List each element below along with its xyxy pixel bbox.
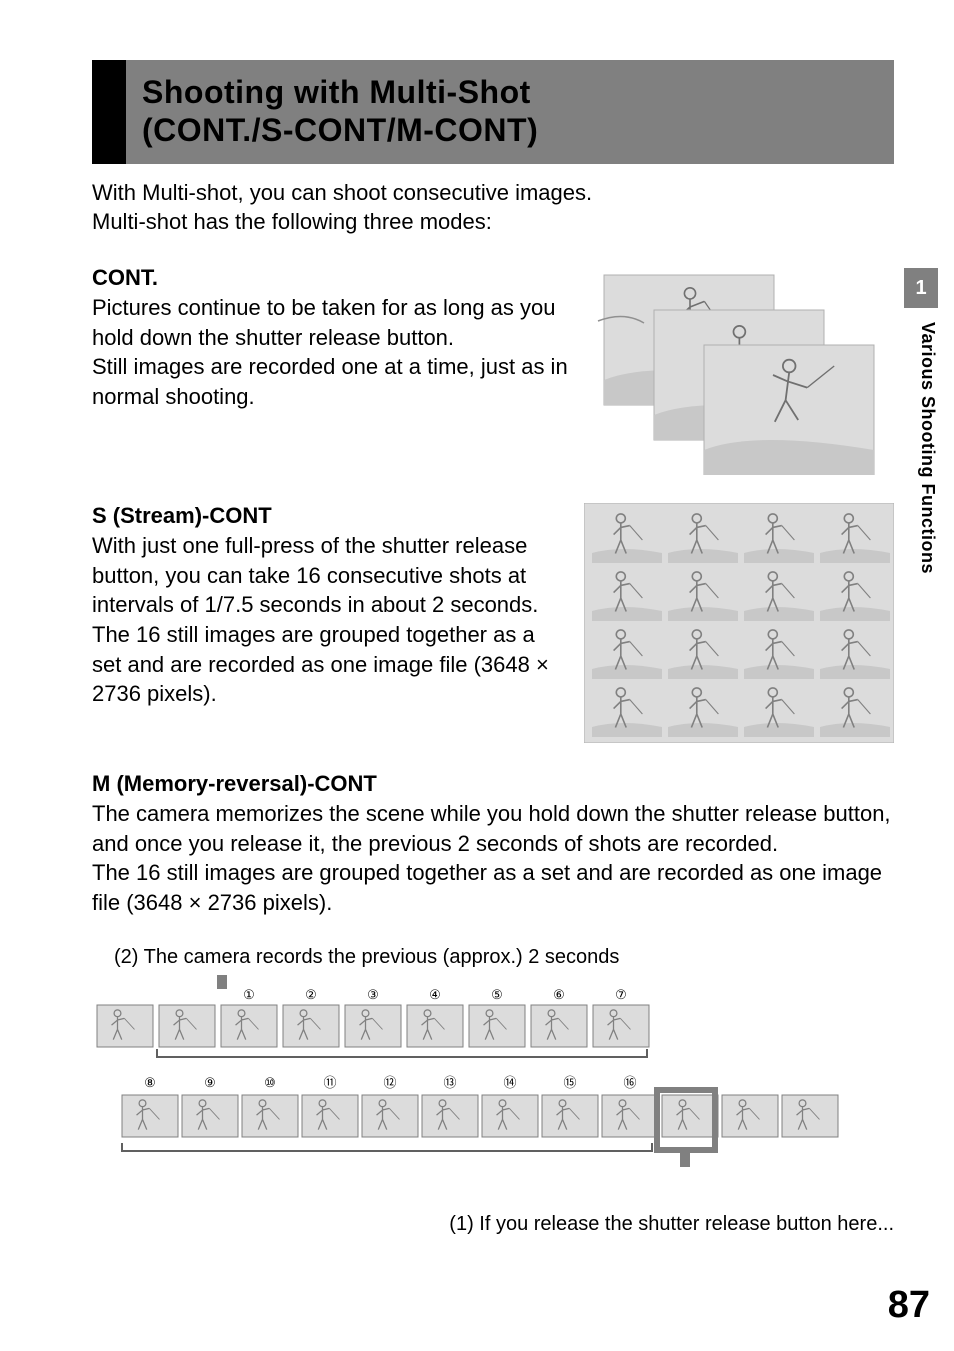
sidebar-label: Various Shooting Functions [904, 322, 938, 574]
svg-text:②: ② [305, 987, 317, 1002]
timeline-caption-top: (2) The camera records the previous (app… [114, 946, 894, 969]
svg-text:⑥: ⑥ [553, 987, 565, 1002]
sidebar: 1 Various Shooting Functions [904, 268, 938, 574]
title-line-1: Shooting with Multi-Shot [142, 74, 874, 112]
scont-heading: S (Stream)-CONT [92, 503, 560, 529]
mcont-heading: M (Memory-reversal)-CONT [92, 771, 894, 797]
sidebar-tab: 1 [904, 268, 938, 308]
scont-illustration: (function(){ var ns="http://www.w3.org/2… [584, 503, 894, 743]
timeline-diagram: ①②③④⑤⑥⑦ ⑧⑨⑩⑪⑫⑬⑭⑮⑯ (function(){ var ns="h… [92, 975, 894, 1175]
svg-text:⑭: ⑭ [503, 1075, 516, 1090]
title-block: Shooting with Multi-Shot (CONT./S-CONT/M… [92, 60, 894, 164]
svg-text:⑦: ⑦ [615, 987, 627, 1002]
title-black-bar [92, 60, 126, 164]
svg-text:④: ④ [429, 987, 441, 1002]
cont-body: Pictures continue to be taken for as lon… [92, 293, 570, 412]
mcont-body: The camera memorizes the scene while you… [92, 799, 894, 918]
svg-text:⑨: ⑨ [204, 1075, 216, 1090]
section-scont: S (Stream)-CONT With just one full-press… [92, 503, 894, 743]
svg-text:⑤: ⑤ [491, 987, 503, 1002]
svg-text:③: ③ [367, 987, 379, 1002]
svg-text:⑧: ⑧ [144, 1075, 156, 1090]
svg-text:⑫: ⑫ [383, 1075, 396, 1090]
scont-body: With just one full-press of the shutter … [92, 531, 560, 709]
svg-text:⑬: ⑬ [443, 1075, 456, 1090]
svg-text:⑪: ⑪ [323, 1075, 336, 1090]
svg-text:⑩: ⑩ [264, 1075, 276, 1090]
cont-heading: CONT. [92, 265, 570, 291]
intro-text: With Multi-shot, you can shoot consecuti… [92, 178, 894, 237]
svg-text:⑯: ⑯ [623, 1075, 636, 1090]
section-cont: CONT. Pictures continue to be taken for … [92, 265, 894, 475]
svg-text:⑮: ⑮ [563, 1075, 576, 1090]
section-mcont: M (Memory-reversal)-CONT The camera memo… [92, 771, 894, 918]
svg-text:①: ① [243, 987, 255, 1002]
timeline-caption-bottom: (1) If you release the shutter release b… [92, 1213, 894, 1236]
page-number: 87 [888, 1284, 930, 1327]
title-line-2: (CONT./S-CONT/M-CONT) [142, 112, 874, 150]
cont-illustration [594, 265, 894, 475]
